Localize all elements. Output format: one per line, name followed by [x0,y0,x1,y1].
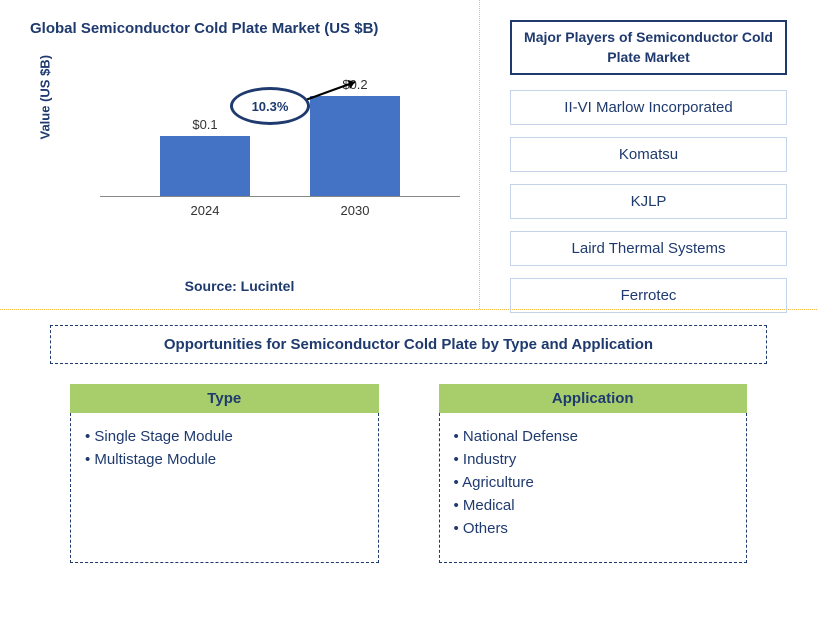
bar-value-label: $0.1 [192,117,217,132]
bottom-section: Opportunities for Semiconductor Cold Pla… [0,310,817,578]
chart-panel: Global Semiconductor Cold Plate Market (… [0,0,480,309]
column-header: Type [70,384,379,413]
column-body: Single Stage ModuleMultistage Module [70,413,379,563]
opportunity-column: TypeSingle Stage ModuleMultistage Module [70,384,379,563]
source-text: Source: Lucintel [185,278,295,294]
opportunities-title: Opportunities for Semiconductor Cold Pla… [61,336,756,353]
opportunity-columns: TypeSingle Stage ModuleMultistage Module… [30,384,787,563]
column-header: Application [439,384,748,413]
player-box: Laird Thermal Systems [510,231,787,266]
bar-2030 [310,96,400,196]
growth-callout: 10.3% [230,87,310,125]
column-item: Multistage Module [85,448,364,471]
column-item: Industry [454,448,733,471]
chart-area: Value (US $B) 10.3% $0.1 $0.2 2024 2030 [100,67,460,237]
column-body: National DefenseIndustryAgricultureMedic… [439,413,748,563]
players-title: Major Players of Semiconductor Cold Plat… [522,28,775,67]
opportunity-column: ApplicationNational DefenseIndustryAgric… [439,384,748,563]
column-item: Medical [454,494,733,517]
x-axis-labels: 2024 2030 [100,203,460,218]
players-list: II-VI Marlow Incorporated Komatsu KJLP Lair… [510,90,787,313]
players-title-box: Major Players of Semiconductor Cold Plat… [510,20,787,75]
column-item: National Defense [454,425,733,448]
top-section: Global Semiconductor Cold Plate Market (… [0,0,817,310]
chart-title: Global Semiconductor Cold Plate Market (… [30,20,469,37]
y-axis-label: Value (US $B) [38,55,53,140]
player-box: Komatsu [510,137,787,172]
growth-arrow-icon [300,77,370,107]
players-panel: Major Players of Semiconductor Cold Plat… [480,0,817,309]
x-label-2024: 2024 [160,203,250,218]
opportunities-title-box: Opportunities for Semiconductor Cold Pla… [50,325,767,364]
player-box: II-VI Marlow Incorporated [510,90,787,125]
bar-group-2024: $0.1 [160,117,250,196]
bar-2024 [160,136,250,196]
column-item: Single Stage Module [85,425,364,448]
column-item: Others [454,517,733,540]
player-box: Ferrotec [510,278,787,313]
x-label-2030: 2030 [310,203,400,218]
player-box: KJLP [510,184,787,219]
column-item: Agriculture [454,471,733,494]
bars-container: $0.1 $0.2 [100,67,460,197]
